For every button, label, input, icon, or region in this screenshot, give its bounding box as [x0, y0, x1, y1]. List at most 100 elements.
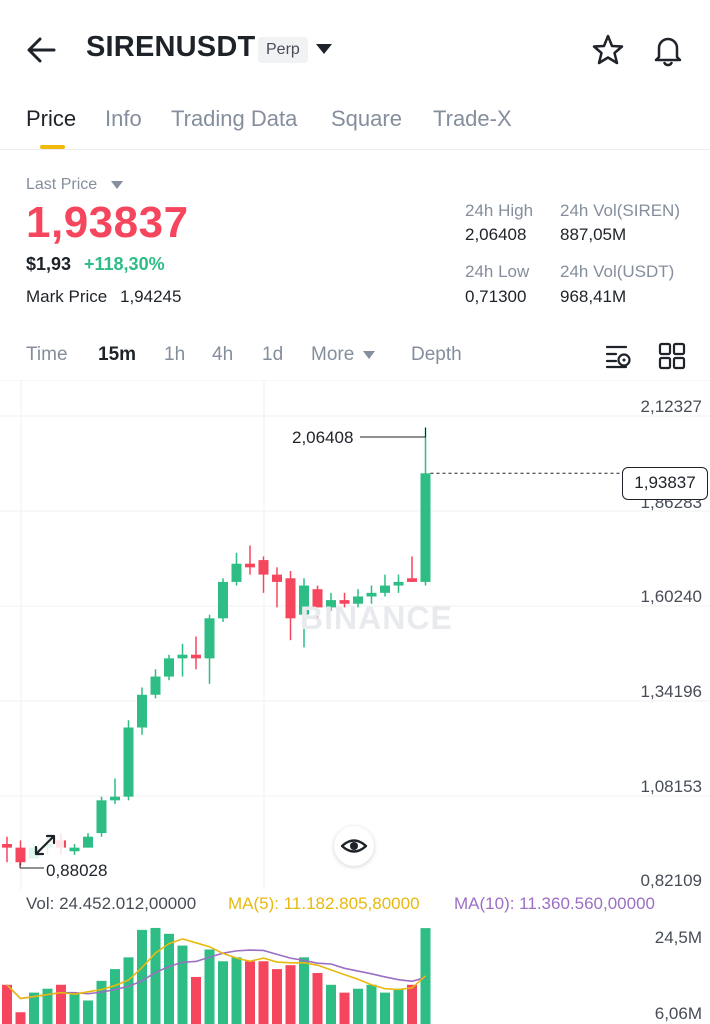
candle-body	[326, 600, 336, 608]
volume-bar	[258, 961, 269, 1024]
ma10-legend: MA(10): 11.360.560,00000	[454, 894, 655, 913]
star-icon	[592, 34, 624, 65]
binance-watermark: BINANCE	[300, 600, 453, 636]
volume-bar	[191, 976, 201, 1024]
candle-body	[69, 847, 80, 852]
timeframe-time[interactable]: Time	[26, 344, 68, 365]
volume-bar	[137, 929, 147, 1024]
candle-body	[299, 585, 309, 615]
last-price-value: 1,93837	[26, 198, 189, 247]
timeframe-4h[interactable]: 4h	[212, 344, 234, 365]
tab-info[interactable]: Info	[105, 106, 142, 131]
caret-down-icon	[316, 44, 332, 54]
high-leader-line	[360, 427, 426, 438]
caret-down-icon[interactable]	[110, 180, 124, 190]
candle-body	[285, 578, 296, 619]
symbol-title[interactable]: SIRENUSDT	[86, 31, 256, 63]
candle-body	[123, 727, 134, 797]
candle-body	[110, 796, 120, 801]
volume-bar	[96, 980, 107, 1024]
last-price-tag[interactable]: 1,93837	[622, 467, 708, 500]
header-bar: SIRENUSDT Perp	[0, 0, 710, 100]
volume-bar	[42, 988, 53, 1024]
tab-price[interactable]: Price	[26, 106, 77, 131]
vol-base-24h-value: 887,05M	[560, 225, 627, 244]
volume-bar	[245, 961, 255, 1024]
depth-tab[interactable]: Depth	[411, 344, 462, 365]
ma10-line	[6, 949, 426, 1000]
chart-toolbar: Time 15m 1h 4h 1d More Depth	[0, 330, 710, 380]
volume-bar	[393, 988, 404, 1024]
volume-bar	[56, 984, 66, 1024]
timeframe-15m[interactable]: 15m	[98, 344, 137, 365]
volume-bar	[110, 969, 120, 1024]
candle-body	[312, 589, 323, 608]
back-button[interactable]	[24, 30, 60, 70]
usd-price: $1,93	[26, 254, 72, 274]
tab-square[interactable]: Square	[331, 106, 402, 131]
volume-bar	[231, 957, 242, 1024]
candle-body	[164, 658, 174, 677]
visibility-toggle-button[interactable]	[334, 826, 374, 866]
candle-body	[245, 563, 255, 568]
low-24h-value: 0,71300	[465, 287, 527, 306]
price-chart[interactable]	[0, 380, 710, 1024]
high-price-marker: 2,06408	[292, 428, 354, 447]
price-change-percent: +118,30%	[84, 254, 165, 274]
tab-trading-data[interactable]: Trading Data	[171, 106, 298, 131]
caret-down-icon[interactable]	[362, 350, 376, 360]
price-axis-label: 0,82109	[640, 871, 702, 890]
timeframe-1h[interactable]: 1h	[164, 344, 186, 365]
volume-bar	[204, 949, 215, 1024]
volume-bar	[15, 1012, 26, 1024]
candle-body	[137, 694, 147, 728]
price-axis-label: 1,08153	[640, 777, 702, 796]
tab-trade-x[interactable]: Trade-X	[433, 106, 512, 131]
candle-body	[177, 654, 188, 659]
volume-bar	[407, 984, 417, 1024]
high-24h-value: 2,06408	[465, 225, 527, 244]
active-tab-indicator	[40, 145, 65, 149]
volume-bar	[366, 984, 377, 1024]
candle-body	[380, 585, 390, 593]
timeframe-more[interactable]: More	[311, 344, 355, 365]
fullscreen-button[interactable]	[26, 826, 64, 864]
favorite-button[interactable]	[590, 32, 626, 68]
candle-body	[407, 578, 417, 582]
candle-body	[218, 581, 228, 619]
candle-body	[353, 596, 363, 604]
vol-quote-24h-label: 24h Vol(USDT)	[560, 262, 675, 281]
symbol-dropdown-button[interactable]	[312, 38, 336, 60]
volume-axis-label: 6,06M	[654, 1004, 702, 1023]
volume-bar	[150, 927, 161, 1024]
candle-body	[191, 654, 201, 659]
vol-quote-24h-value: 968,41M	[560, 287, 627, 306]
chart-annotations	[19, 427, 622, 869]
volume-bar	[299, 957, 309, 1024]
volume-bar	[272, 969, 282, 1024]
main-tabs: Price Info Trading Data Square Trade-X	[0, 100, 710, 150]
ma5-legend: MA(5): 11.182.805,80000	[228, 894, 420, 913]
candle-body	[204, 618, 215, 659]
bell-icon	[654, 37, 682, 67]
volume-bar	[353, 988, 363, 1024]
grid-layout-icon[interactable]	[657, 341, 687, 371]
candle-body	[83, 836, 93, 848]
last-price-label[interactable]: Last Price	[26, 176, 98, 193]
candle-body	[258, 560, 269, 575]
price-axis-label: 1,34196	[640, 682, 702, 701]
high-24h-label: 24h High	[465, 201, 534, 220]
volume-bar	[339, 992, 350, 1024]
volume-bar	[164, 933, 174, 1024]
chart-grid	[0, 380, 710, 890]
indicator-settings-icon[interactable]	[604, 341, 634, 371]
volume-bar	[312, 973, 323, 1024]
ma5-line	[6, 938, 427, 1000]
arrow-left-icon	[27, 37, 56, 63]
timeframe-1d[interactable]: 1d	[262, 344, 284, 365]
alert-button[interactable]	[650, 32, 686, 68]
volume-bar	[285, 965, 296, 1024]
eye-icon	[340, 839, 368, 853]
mark-price-value: 1,94245	[120, 287, 182, 306]
moving-average-lines	[6, 938, 427, 1000]
